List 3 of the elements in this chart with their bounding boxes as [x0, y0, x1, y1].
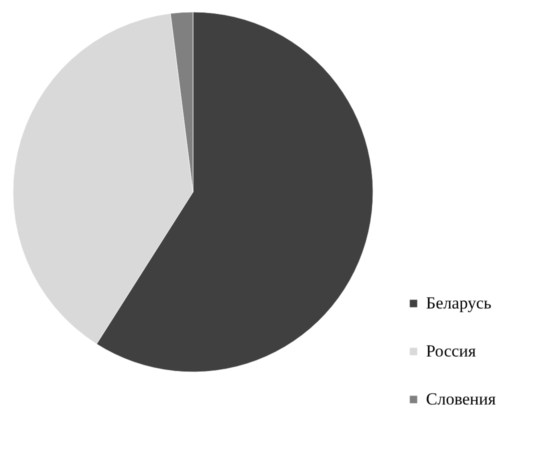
legend-label: Россия [426, 342, 476, 360]
legend-label: Словения [426, 390, 496, 408]
legend-label: Беларусь [426, 294, 492, 312]
